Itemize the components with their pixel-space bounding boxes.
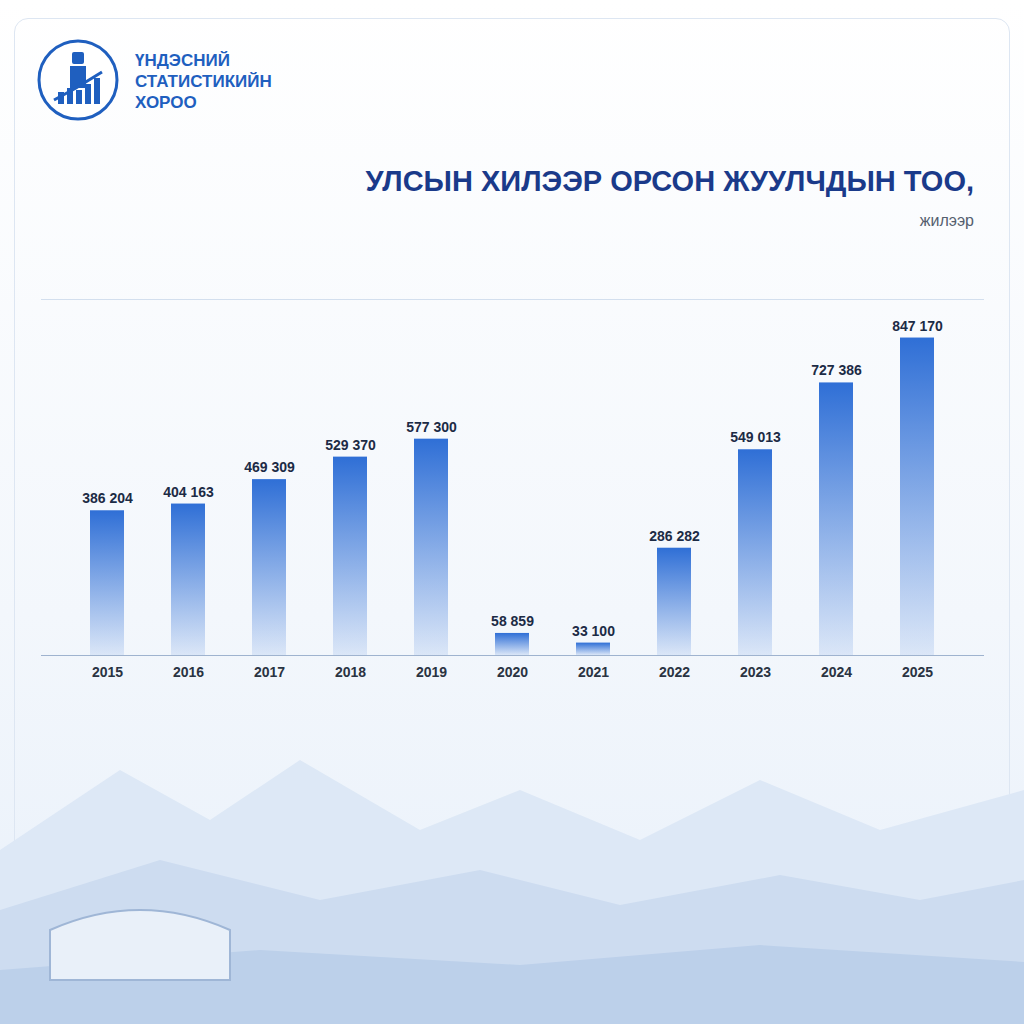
svg-text:529 370: 529 370 bbox=[325, 437, 376, 453]
svg-text:286 282: 286 282 bbox=[649, 528, 700, 544]
svg-text:386 204: 386 204 bbox=[82, 490, 133, 506]
svg-text:2024: 2024 bbox=[821, 664, 852, 680]
svg-text:577 300: 577 300 bbox=[406, 419, 457, 435]
svg-text:2021: 2021 bbox=[578, 664, 609, 680]
svg-text:2018: 2018 bbox=[335, 664, 366, 680]
svg-text:2025: 2025 bbox=[902, 664, 933, 680]
svg-text:549 013: 549 013 bbox=[730, 429, 781, 445]
html-text:ХОРОО: ХОРОО bbox=[135, 93, 197, 112]
html-text:СТАТИСТИКИЙН: СТАТИСТИКИЙН bbox=[135, 72, 272, 91]
html-text:жилээр: жилээр bbox=[919, 212, 974, 229]
html-text:УЛСЫН ХИЛЭЭР ОРСОН ЖУУЛЧДЫН ТО: УЛСЫН ХИЛЭЭР ОРСОН ЖУУЛЧДЫН ТОО, bbox=[365, 165, 974, 197]
svg-text:2016: 2016 bbox=[173, 664, 204, 680]
svg-text:2015: 2015 bbox=[92, 664, 123, 680]
svg-text:2017: 2017 bbox=[254, 664, 285, 680]
svg-text:2023: 2023 bbox=[740, 664, 771, 680]
svg-text:847 170: 847 170 bbox=[892, 318, 943, 334]
svg-text:469 309: 469 309 bbox=[244, 459, 295, 475]
svg-text:33 100: 33 100 bbox=[572, 623, 615, 639]
svg-text:727 386: 727 386 bbox=[811, 362, 862, 378]
html-text:ҮНДЭСНИЙ: ҮНДЭСНИЙ bbox=[135, 51, 230, 70]
svg-text:404 163: 404 163 bbox=[163, 484, 214, 500]
svg-text:58 859: 58 859 bbox=[491, 613, 534, 629]
svg-text:2022: 2022 bbox=[659, 664, 690, 680]
svg-text:2020: 2020 bbox=[497, 664, 528, 680]
svg-text:2019: 2019 bbox=[416, 664, 447, 680]
